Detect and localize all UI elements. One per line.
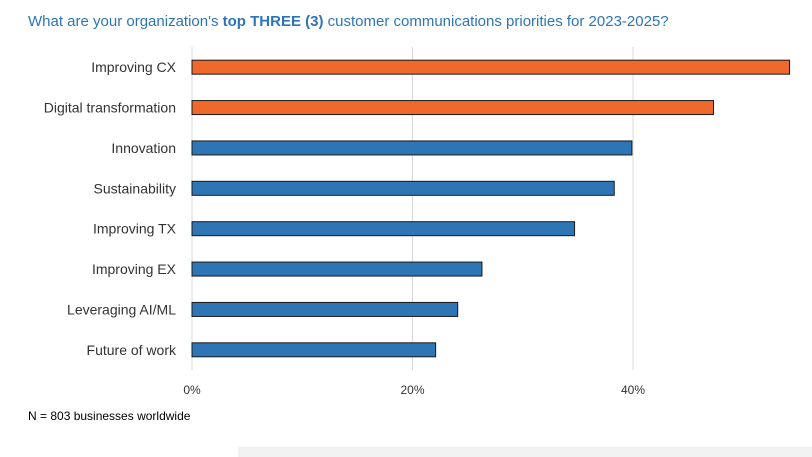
- category-label: Sustainability: [94, 180, 177, 196]
- bar: [191, 180, 615, 196]
- category-label: Digital transformation: [44, 100, 176, 116]
- bar-chart: Improving CX Digital transformation Innova…: [44, 47, 791, 397]
- bar: [191, 342, 437, 358]
- x-tick-labels: 0% 20% 40%: [183, 383, 645, 397]
- title-prefix: What are your organization's: [28, 13, 223, 30]
- bar: [191, 100, 714, 116]
- grid-lines: [191, 47, 634, 370]
- category-labels: Improving CX Digital transformation Innova…: [44, 59, 177, 358]
- footer-bar: [238, 447, 812, 457]
- x-tick-label: 0%: [183, 383, 201, 397]
- category-label: Improving TX: [93, 221, 177, 237]
- x-tick-label: 20%: [400, 383, 424, 397]
- category-label: Improving EX: [92, 261, 177, 277]
- title-bold: top THREE (3): [222, 13, 324, 30]
- category-label: Improving CX: [91, 59, 176, 75]
- chart-title: What are your organization's top THREE (…: [28, 13, 808, 30]
- bar: [191, 140, 633, 156]
- title-suffix: customer communications priorities for 2…: [323, 13, 669, 30]
- bar: [191, 261, 483, 277]
- category-label: Leveraging AI/ML: [67, 301, 176, 317]
- x-tick-label: 40%: [621, 383, 645, 397]
- bar: [191, 301, 459, 317]
- bars: [191, 59, 791, 358]
- category-label: Innovation: [111, 140, 176, 156]
- bar: [191, 221, 576, 237]
- category-label: Future of work: [87, 342, 177, 358]
- bar: [191, 59, 791, 75]
- sample-size-note: N = 803 businesses worldwide: [28, 409, 191, 423]
